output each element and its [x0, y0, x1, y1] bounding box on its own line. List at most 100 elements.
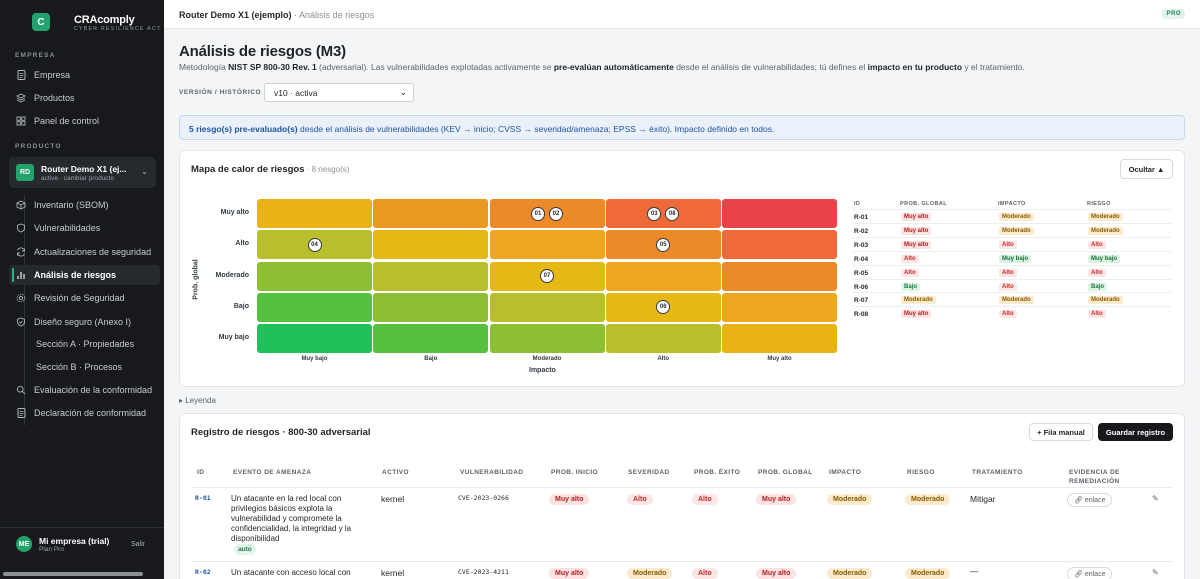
- heatmap-y-tick-label: Muy alto: [220, 209, 249, 216]
- prob-inicio-badge[interactable]: Muy alto: [549, 568, 590, 579]
- sidebar-item-revision[interactable]: Revisión de Seguridad: [9, 288, 160, 308]
- sidebar-item-label: Sección B · Procesos: [36, 362, 123, 372]
- sidebar-item-declaracion[interactable]: Declaración de conformidad: [9, 403, 160, 423]
- sidebar-item-empresa[interactable]: Empresa: [9, 65, 160, 85]
- table-row: R-02 Muy alto Moderado Moderado: [852, 222, 1171, 237]
- prob-badge: Bajo: [901, 282, 921, 291]
- risk-marker[interactable]: 08: [665, 206, 680, 221]
- sidebar-item-sbom[interactable]: Inventario (SBOM): [9, 195, 160, 215]
- hide-heatmap-button[interactable]: Ocultar ▲: [1120, 159, 1173, 179]
- risk-badge: Moderado: [905, 568, 951, 579]
- shield-check-icon: [16, 317, 26, 327]
- asset[interactable]: kernel: [381, 494, 405, 504]
- risk-marker[interactable]: 03: [647, 206, 662, 221]
- sidebar-item-analisis-riesgos[interactable]: Análisis de riesgos: [9, 265, 160, 285]
- sidebar-item-seccion-a[interactable]: Sección A · Propiedades: [30, 334, 160, 354]
- table-divider: [191, 561, 1173, 562]
- prob-exito-badge[interactable]: Alto: [692, 568, 718, 579]
- risk-id: R-05: [854, 269, 869, 277]
- severity-badge[interactable]: Alto: [627, 494, 653, 505]
- severity-badge[interactable]: Moderado: [627, 568, 673, 579]
- impact-badge: Alto: [999, 268, 1017, 277]
- nav-tree-line: [24, 195, 25, 425]
- sidebar-item-panel[interactable]: Panel de control: [9, 111, 160, 131]
- heatmap-cell: [373, 292, 489, 322]
- risk-marker[interactable]: 01: [531, 206, 545, 221]
- table-row: R-06 Bajo Alto Bajo: [852, 278, 1171, 293]
- save-register-button[interactable]: Guardar registro: [1098, 423, 1173, 441]
- risk-marker[interactable]: 02: [549, 206, 563, 221]
- risk-marker[interactable]: 06: [656, 300, 671, 315]
- sidebar-item-actualizaciones[interactable]: Actualizaciones de seguridad: [9, 242, 160, 262]
- sidebar-item-evaluacion[interactable]: Evaluación de la conformidad: [9, 380, 160, 400]
- legend-toggle[interactable]: ▸ Leyenda: [179, 396, 216, 405]
- page-title: Análisis de riesgos (M3): [179, 43, 346, 60]
- threat-event[interactable]: Un atacante con acceso local con: [231, 568, 351, 577]
- impact-badge[interactable]: Moderado: [827, 568, 873, 579]
- table-row: R-05 Alto Alto Alto: [852, 264, 1171, 279]
- chevron-down-icon: ⌄: [399, 87, 407, 97]
- prob-badge: Muy alto: [901, 226, 932, 235]
- sidebar-item-label: Actualizaciones de seguridad: [34, 247, 152, 257]
- auto-badge: auto: [234, 544, 256, 555]
- table-row: R-03 Muy alto Alto Alto: [852, 236, 1171, 251]
- prob-exito-badge[interactable]: Alto: [692, 494, 718, 505]
- threat-event[interactable]: Un atacante en la red local con privileg…: [231, 494, 352, 543]
- treatment[interactable]: —: [970, 566, 979, 576]
- info-banner: 5 riesgo(s) pre-evaluado(s) desde el aná…: [179, 115, 1185, 140]
- heatmap-cell: [722, 292, 837, 322]
- section-label-empresa: EMPRESA: [15, 52, 56, 59]
- heatmap-cell: [722, 261, 837, 291]
- vulnerability-id[interactable]: CVE-2023-0266: [458, 494, 509, 502]
- heatmap-cell: [722, 199, 837, 228]
- risk-id[interactable]: R-01: [195, 494, 211, 502]
- vulnerability-id[interactable]: CVE-2023-4211: [458, 568, 509, 576]
- risk-badge: Muy bajo: [1088, 254, 1121, 263]
- impact-badge: Alto: [999, 310, 1017, 319]
- sidebar-item-label: Revisión de Seguridad: [34, 293, 125, 303]
- heatmap-cell: [722, 324, 837, 353]
- search-icon: [16, 385, 26, 395]
- prob-inicio-badge[interactable]: Muy alto: [549, 494, 590, 505]
- app-logo[interactable]: C: [32, 13, 50, 31]
- prob-global-badge: Muy alto: [756, 568, 797, 579]
- info-banner-count: 5 riesgo(s) pre-evaluado(s): [189, 124, 298, 134]
- column-header: RIESGO: [907, 469, 935, 476]
- sidebar-item-vulnerabilidades[interactable]: Vulnerabilidades: [9, 218, 160, 238]
- avatar[interactable]: ME: [16, 536, 32, 552]
- heatmap-count: · 8 riesgo(s): [304, 165, 350, 174]
- risk-id[interactable]: R-02: [195, 568, 211, 576]
- sidebar-item-seccion-b[interactable]: Sección B · Procesos: [30, 357, 160, 377]
- risk-id: R-06: [854, 283, 869, 291]
- risk-marker[interactable]: 07: [540, 269, 554, 283]
- breadcrumb-product[interactable]: Router Demo X1 (ejemplo): [179, 10, 292, 20]
- edit-icon[interactable]: ✎: [1152, 494, 1159, 503]
- evidence-link[interactable]: 🔗︎ enlace: [1067, 567, 1113, 579]
- impact-badge[interactable]: Moderado: [827, 494, 873, 505]
- evidence-link[interactable]: 🔗︎ enlace: [1067, 493, 1113, 507]
- brand-name: CRAcomply: [74, 14, 135, 26]
- asset[interactable]: kernel: [381, 568, 405, 578]
- heatmap-cell: [605, 261, 721, 291]
- product-switcher[interactable]: RD Router Demo X1 (ej... active · cambia…: [9, 157, 156, 188]
- column-header: EVIDENCIA DE REMEDIACIÓN: [1069, 469, 1120, 485]
- risk-badge: Moderado: [1088, 213, 1123, 221]
- add-manual-row-button[interactable]: + Fila manual: [1029, 423, 1093, 441]
- prob-badge: Alto: [901, 268, 919, 277]
- sidebar-item-diseno-seguro[interactable]: Diseño seguro (Anexo I): [9, 312, 160, 332]
- version-select[interactable]: v10 · activa ⌄: [264, 83, 414, 102]
- heatmap-cell: [489, 199, 605, 228]
- column-header: ID: [197, 469, 205, 476]
- heatmap-cell: [489, 324, 605, 353]
- sidebar-scrollbar[interactable]: [3, 572, 143, 576]
- heatmap-x-axis-title: Impacto: [529, 367, 556, 374]
- treatment[interactable]: Mitigar: [970, 494, 996, 504]
- logout-link[interactable]: Salir: [131, 541, 146, 548]
- prob-global-badge: Muy alto: [756, 494, 797, 505]
- sidebar-item-productos[interactable]: Productos: [9, 88, 160, 108]
- column-header: SEVERIDAD: [628, 469, 670, 476]
- risk-marker[interactable]: 04: [307, 237, 322, 252]
- page-description: Metodología NIST SP 800-30 Rev. 1 (adver…: [179, 62, 1025, 72]
- edit-icon[interactable]: ✎: [1152, 568, 1159, 577]
- risk-marker[interactable]: 05: [656, 237, 671, 252]
